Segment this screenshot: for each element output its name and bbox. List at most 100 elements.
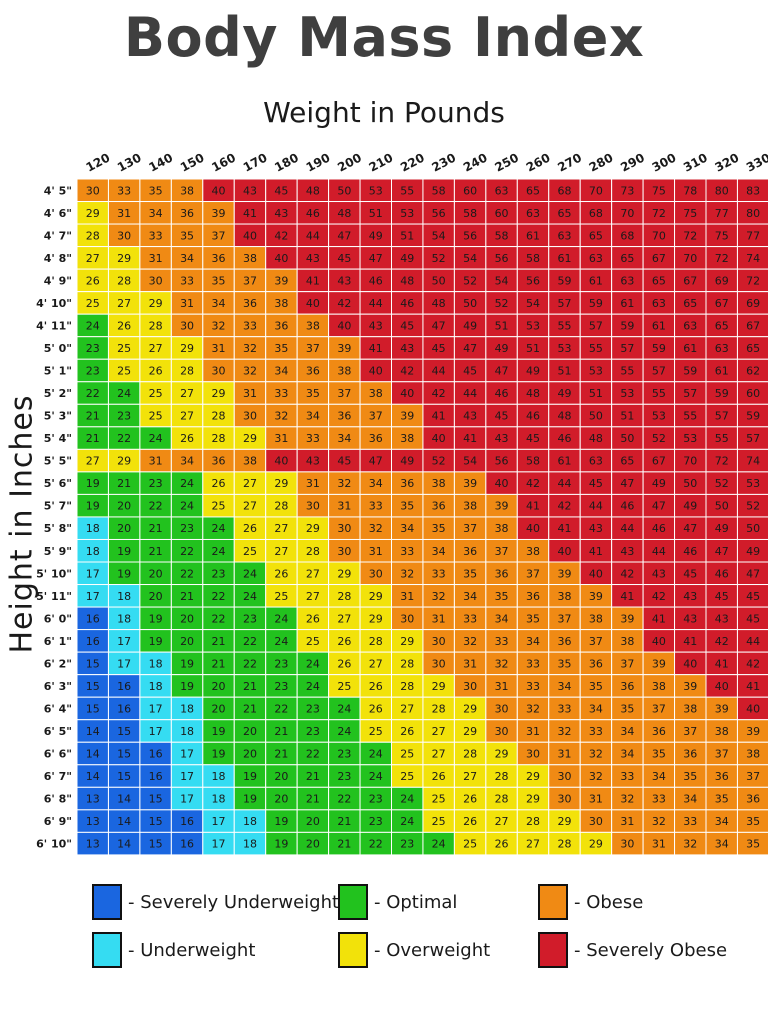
bmi-value-label: 59 bbox=[715, 387, 729, 400]
bmi-value-label: 21 bbox=[337, 815, 351, 828]
bmi-value-label: 38 bbox=[180, 184, 194, 197]
bmi-value-label: 19 bbox=[243, 793, 257, 806]
bmi-value-label: 46 bbox=[526, 410, 540, 423]
bmi-value-label: 61 bbox=[715, 365, 729, 378]
bmi-value-label: 65 bbox=[715, 319, 729, 332]
bmi-value-label: 41 bbox=[589, 545, 603, 558]
bmi-value-label: 55 bbox=[620, 365, 634, 378]
bmi-value-label: 26 bbox=[274, 567, 288, 580]
bmi-value-label: 39 bbox=[463, 477, 477, 490]
y-tick-label: 4' 11" bbox=[36, 319, 72, 332]
bmi-value-label: 55 bbox=[557, 319, 571, 332]
bmi-value-label: 55 bbox=[652, 387, 666, 400]
bmi-value-label: 39 bbox=[495, 500, 509, 513]
bmi-value-label: 35 bbox=[495, 590, 509, 603]
bmi-value-label: 63 bbox=[683, 319, 697, 332]
bmi-value-label: 72 bbox=[652, 207, 666, 220]
bmi-value-label: 53 bbox=[526, 319, 540, 332]
bmi-value-label: 17 bbox=[149, 702, 163, 715]
x-tick-label: 300 bbox=[650, 151, 679, 175]
bmi-value-label: 40 bbox=[369, 365, 383, 378]
bmi-value-label: 38 bbox=[306, 319, 320, 332]
y-tick-label: 6' 6" bbox=[44, 748, 72, 761]
bmi-value-label: 18 bbox=[149, 680, 163, 693]
bmi-value-label: 42 bbox=[557, 500, 571, 513]
bmi-value-label: 37 bbox=[243, 274, 257, 287]
bmi-value-label: 20 bbox=[274, 793, 288, 806]
bmi-value-label: 24 bbox=[369, 748, 383, 761]
bmi-value-label: 39 bbox=[589, 590, 603, 603]
y-tick-label: 5' 5" bbox=[44, 455, 72, 468]
bmi-value-label: 47 bbox=[463, 342, 477, 355]
y-tick-label: 5' 1" bbox=[44, 365, 72, 378]
bmi-value-label: 28 bbox=[306, 545, 320, 558]
bmi-value-label: 45 bbox=[463, 365, 477, 378]
bmi-value-label: 40 bbox=[212, 184, 226, 197]
bmi-value-label: 47 bbox=[369, 455, 383, 468]
bmi-value-label: 47 bbox=[432, 319, 446, 332]
bmi-value-label: 37 bbox=[495, 545, 509, 558]
y-tick-label: 5' 9" bbox=[44, 545, 72, 558]
bmi-value-label: 18 bbox=[243, 838, 257, 851]
bmi-value-label: 40 bbox=[306, 297, 320, 310]
bmi-value-label: 58 bbox=[526, 455, 540, 468]
bmi-value-label: 33 bbox=[683, 815, 697, 828]
bmi-value-label: 52 bbox=[495, 297, 509, 310]
bmi-value-label: 18 bbox=[86, 522, 100, 535]
bmi-value-label: 41 bbox=[683, 635, 697, 648]
y-tick-label: 5' 6" bbox=[44, 477, 72, 490]
bmi-value-label: 21 bbox=[86, 410, 100, 423]
bmi-value-label: 43 bbox=[683, 612, 697, 625]
bmi-value-label: 22 bbox=[180, 545, 194, 558]
bmi-value-label: 35 bbox=[212, 274, 226, 287]
y-tick-label: 6' 7" bbox=[44, 770, 72, 783]
bmi-value-label: 35 bbox=[526, 612, 540, 625]
bmi-value-label: 14 bbox=[86, 770, 100, 783]
bmi-value-label: 38 bbox=[274, 297, 288, 310]
bmi-value-label: 40 bbox=[557, 545, 571, 558]
bmi-value-label: 17 bbox=[180, 770, 194, 783]
bmi-value-label: 42 bbox=[337, 297, 351, 310]
bmi-value-label: 32 bbox=[652, 815, 666, 828]
bmi-value-label: 24 bbox=[432, 838, 446, 851]
bmi-value-label: 19 bbox=[117, 567, 131, 580]
bmi-value-label: 63 bbox=[620, 274, 634, 287]
legend-swatch bbox=[538, 884, 568, 920]
bmi-value-label: 74 bbox=[746, 252, 760, 265]
bmi-value-label: 14 bbox=[86, 748, 100, 761]
bmi-value-label: 28 bbox=[180, 365, 194, 378]
bmi-value-label: 26 bbox=[369, 702, 383, 715]
bmi-value-label: 28 bbox=[337, 590, 351, 603]
bmi-value-label: 21 bbox=[243, 702, 257, 715]
bmi-value-label: 47 bbox=[495, 365, 509, 378]
bmi-value-label: 26 bbox=[212, 477, 226, 490]
bmi-value-label: 61 bbox=[557, 252, 571, 265]
bmi-value-label: 33 bbox=[180, 274, 194, 287]
bmi-value-label: 29 bbox=[337, 567, 351, 580]
y-tick-label: 5' 8" bbox=[44, 522, 72, 535]
bmi-value-label: 21 bbox=[149, 522, 163, 535]
bmi-value-label: 32 bbox=[400, 567, 414, 580]
bmi-value-label: 38 bbox=[463, 500, 477, 513]
bmi-value-label: 20 bbox=[180, 612, 194, 625]
x-tick-label: 190 bbox=[304, 151, 333, 175]
y-tick-label: 6' 8" bbox=[44, 793, 72, 806]
bmi-value-label: 32 bbox=[212, 319, 226, 332]
bmi-value-label: 43 bbox=[274, 207, 288, 220]
bmi-value-label: 25 bbox=[243, 545, 257, 558]
bmi-value-label: 13 bbox=[86, 815, 100, 828]
bmi-value-label: 69 bbox=[746, 297, 760, 310]
bmi-value-label: 23 bbox=[243, 612, 257, 625]
bmi-value-label: 33 bbox=[557, 702, 571, 715]
bmi-value-label: 47 bbox=[337, 229, 351, 242]
bmi-value-label: 18 bbox=[212, 793, 226, 806]
bmi-value-label: 20 bbox=[212, 680, 226, 693]
bmi-value-label: 43 bbox=[369, 319, 383, 332]
bmi-value-label: 17 bbox=[117, 635, 131, 648]
bmi-value-label: 78 bbox=[683, 184, 697, 197]
bmi-value-label: 52 bbox=[652, 432, 666, 445]
bmi-value-label: 18 bbox=[180, 725, 194, 738]
bmi-value-label: 72 bbox=[715, 252, 729, 265]
y-tick-label: 5' 7" bbox=[44, 500, 72, 513]
bmi-value-label: 26 bbox=[400, 725, 414, 738]
